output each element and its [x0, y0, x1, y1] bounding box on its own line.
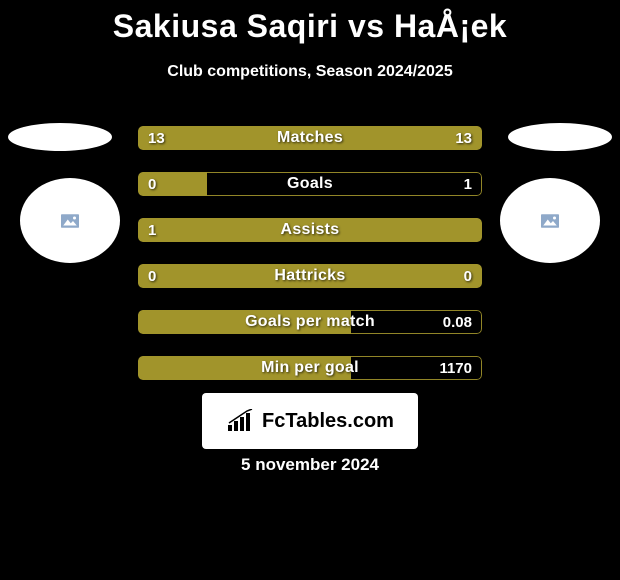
- stat-label: Hattricks: [138, 264, 482, 288]
- date-text: 5 november 2024: [0, 455, 620, 475]
- stat-bar: 00Hattricks: [138, 264, 482, 288]
- stat-label: Goals per match: [138, 310, 482, 334]
- stat-label: Min per goal: [138, 356, 482, 380]
- image-placeholder-icon: [541, 214, 559, 228]
- stat-bar: 01Goals: [138, 172, 482, 196]
- page-subtitle: Club competitions, Season 2024/2025: [0, 63, 620, 81]
- player-left-avatar: [20, 178, 120, 263]
- fctables-icon: [226, 409, 256, 433]
- stat-label: Matches: [138, 126, 482, 150]
- player-right-ellipse: [508, 123, 612, 151]
- stat-bar: 1170Min per goal: [138, 356, 482, 380]
- player-right-avatar: [500, 178, 600, 263]
- image-placeholder-icon: [61, 214, 79, 228]
- fctables-logo-text: FcTables.com: [262, 410, 394, 433]
- stat-label: Assists: [138, 218, 482, 242]
- stat-bar: 1313Matches: [138, 126, 482, 150]
- stat-bar: 1Assists: [138, 218, 482, 242]
- fctables-logo[interactable]: FcTables.com: [202, 393, 418, 449]
- stat-bar: 0.08Goals per match: [138, 310, 482, 334]
- stats-bars: 1313Matches 01Goals 1Assists 00Hattricks 0.0…: [138, 126, 482, 402]
- page-title: Sakiusa Saqiri vs HaÅ¡ek: [0, 0, 620, 45]
- player-left-ellipse: [8, 123, 112, 151]
- stat-label: Goals: [138, 172, 482, 196]
